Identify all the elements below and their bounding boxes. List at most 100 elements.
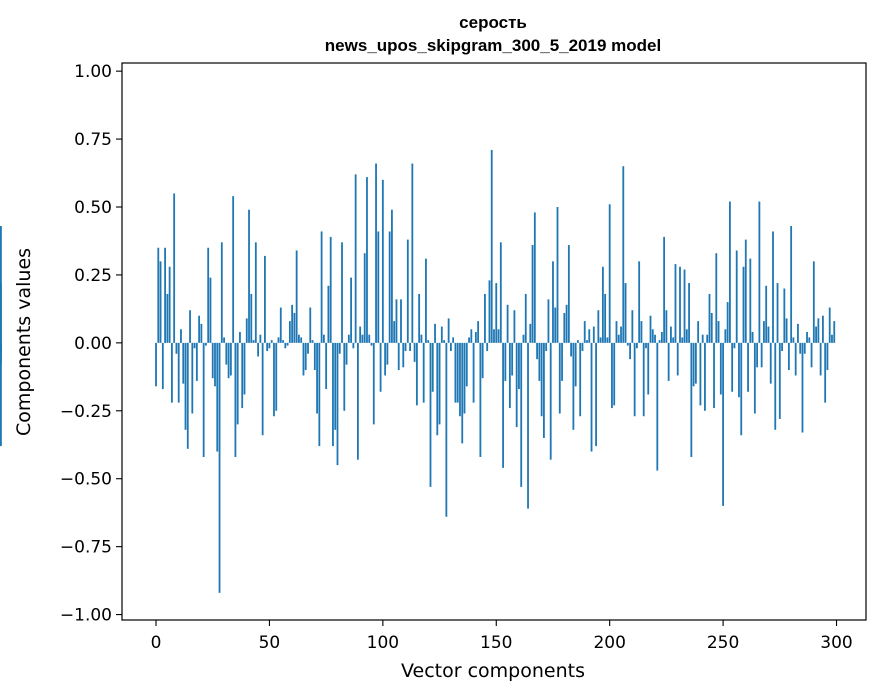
bar: [175, 342, 178, 354]
bar: [495, 283, 498, 343]
bar: [817, 318, 820, 343]
bar: [708, 293, 711, 343]
bar: [724, 329, 727, 343]
y-tick-label: 1.00: [74, 62, 112, 82]
x-axis-label: Vector components: [401, 660, 585, 682]
bar: [352, 342, 355, 349]
bar: [334, 342, 337, 430]
bar: [538, 342, 541, 381]
bar: [561, 342, 563, 381]
bar: [250, 293, 253, 343]
bar: [391, 209, 393, 343]
bar: [338, 342, 341, 354]
bar: [815, 326, 817, 343]
y-tick-label: −0.25: [60, 402, 112, 422]
bar: [588, 329, 591, 343]
bar: [341, 242, 343, 343]
bar: [363, 253, 366, 343]
bar: [277, 337, 280, 343]
bar: [729, 201, 731, 343]
bar: [787, 342, 790, 371]
bar: [225, 342, 228, 365]
bar: [629, 342, 631, 360]
bar: [241, 342, 244, 409]
bar: [667, 342, 670, 381]
bar: [493, 329, 495, 343]
bar: [781, 342, 783, 352]
x-tick-label: 100: [367, 633, 399, 653]
x-tick-label: 0: [151, 633, 162, 653]
bar: [216, 342, 219, 452]
bar: [679, 266, 681, 343]
bar: [599, 337, 602, 343]
bar: [515, 342, 518, 428]
bar: [506, 304, 509, 343]
bar: [685, 329, 688, 343]
bar: [565, 304, 568, 343]
bar: [245, 318, 248, 343]
bar: [440, 326, 443, 343]
bar: [826, 342, 829, 371]
bar: [427, 340, 430, 343]
bar: [595, 342, 597, 447]
bar: [697, 321, 700, 343]
bar: [359, 326, 362, 343]
y-axis: −1.00 −0.75 −0.50 −0.25 0.00 0.25 0.50 0.75 1.00: [60, 62, 122, 626]
bar: [567, 245, 570, 343]
bar: [699, 342, 702, 406]
bar: [742, 266, 745, 343]
bar: [694, 342, 697, 384]
bar: [182, 342, 185, 384]
bar: [431, 342, 434, 392]
bar: [563, 312, 566, 343]
bar: [311, 340, 314, 343]
bar: [574, 342, 577, 387]
chart-title-line-1: серость: [459, 13, 527, 32]
bar: [425, 258, 427, 343]
bar: [531, 245, 534, 343]
bar: [545, 342, 548, 352]
bar: [633, 342, 636, 417]
bar: [549, 342, 552, 460]
bar: [248, 209, 250, 343]
bar: [751, 331, 754, 343]
bar: [540, 342, 543, 417]
axes-frame: [121, 62, 867, 621]
bar: [295, 250, 298, 343]
bar: [774, 342, 777, 430]
bar: [572, 342, 575, 430]
bar: [236, 342, 239, 425]
bar: [824, 342, 827, 403]
bar: [529, 323, 532, 343]
bar: [171, 342, 173, 403]
bar: [214, 342, 216, 387]
bar: [656, 342, 659, 471]
bar: [749, 258, 752, 343]
bar: [411, 163, 414, 343]
bar: [307, 342, 309, 354]
bar: [207, 247, 210, 343]
y-tick-label: 0.00: [74, 334, 112, 354]
bar: [357, 342, 359, 460]
bar: [776, 283, 779, 343]
bar: [434, 323, 436, 343]
bar: [0, 226, 2, 343]
bar: [218, 342, 221, 593]
bar: [511, 342, 514, 376]
bar: [291, 304, 294, 343]
bar: [735, 250, 738, 343]
bar: [243, 342, 246, 395]
bar: [155, 342, 157, 387]
bar: [822, 315, 824, 343]
bar: [381, 179, 384, 343]
bar: [513, 310, 516, 343]
bar: [264, 255, 266, 343]
bars: [0, 149, 836, 593]
y-tick-label: 0.50: [74, 198, 112, 218]
bar: [670, 326, 672, 343]
bar: [220, 242, 223, 343]
bar: [298, 334, 300, 343]
bar: [415, 342, 418, 406]
x-axis: 0 50 100 150 200 250 300: [151, 620, 853, 653]
bar: [395, 299, 398, 343]
